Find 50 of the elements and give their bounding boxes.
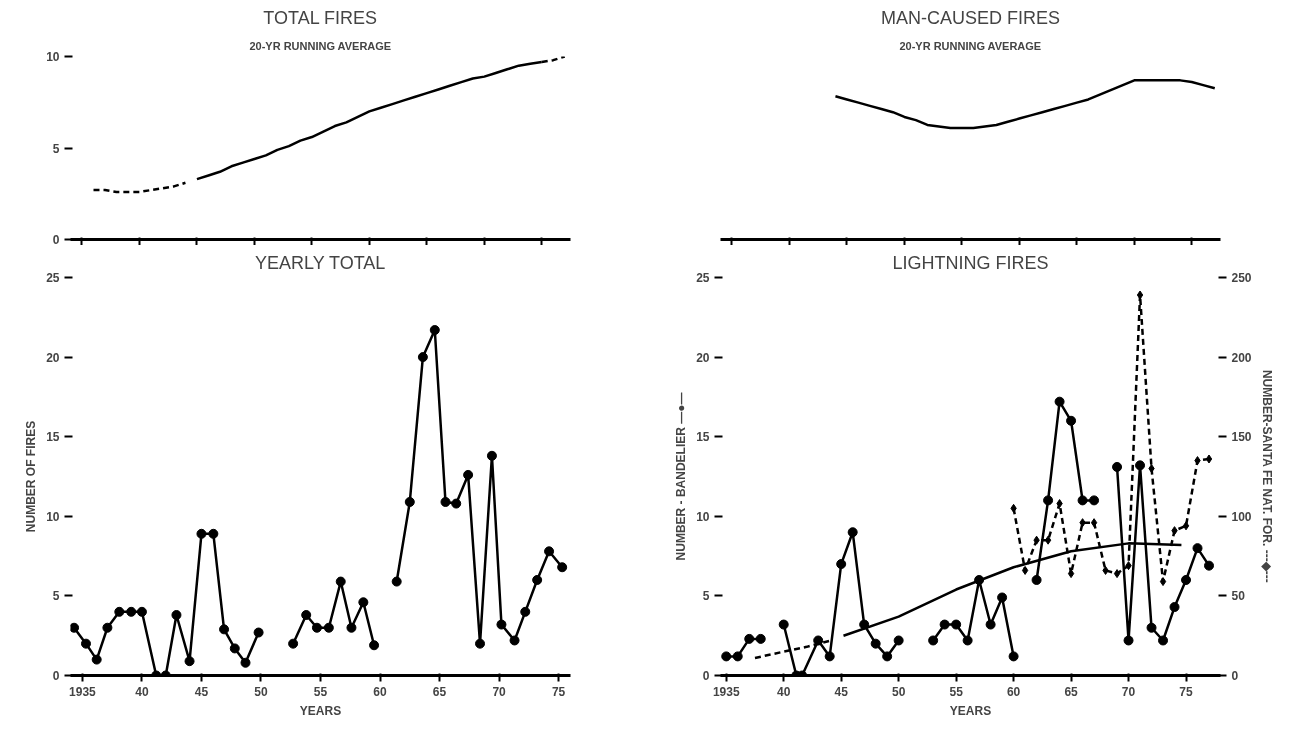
y2-axis-title: NUMBER-SANTA FE NAT. FOR. ---◆---	[1259, 369, 1274, 583]
y2-tick-label: 200	[1231, 350, 1252, 365]
chart-title: YEARLY TOTAL	[254, 252, 386, 273]
x-tick-label: 60	[1006, 684, 1021, 699]
y-tick-label: 10	[46, 509, 60, 524]
chart-title: TOTAL FIRES	[263, 7, 378, 28]
x-axis-title: YEARS	[299, 703, 342, 718]
chart-title: MAN-CAUSED FIRES	[880, 7, 1061, 28]
x-axis-title: YEARS	[949, 703, 992, 718]
y-tick-label: 0	[702, 669, 710, 683]
y-tick-label: 25	[696, 271, 710, 285]
x-tick-label: 45	[834, 684, 849, 699]
y-axis-title: NUMBER - BANDELIER —●—	[674, 392, 689, 561]
y-tick-label: 20	[46, 350, 60, 365]
y-tick-label: 25	[46, 271, 60, 285]
y-tick-label: 15	[696, 430, 710, 445]
y2-tick-label: 250	[1231, 271, 1252, 285]
x-tick-label: 60	[373, 684, 388, 699]
y2-tick-label: 50	[1231, 589, 1246, 604]
y-tick-label: 5	[52, 141, 60, 156]
y2-tick-label: 150	[1231, 430, 1252, 445]
y2-tick-label: 0	[1231, 669, 1239, 683]
y-tick-label: 0	[52, 669, 60, 683]
x-tick-label: 45	[194, 684, 209, 699]
x-tick-label: 55	[313, 684, 328, 699]
x-tick-label: 50	[254, 684, 268, 699]
y-tick-label: 20	[696, 350, 710, 365]
chart-title: LIGHTNING FIRES	[892, 252, 1049, 273]
y-tick-label: 10	[696, 509, 710, 524]
y-tick-label: 15	[46, 430, 60, 445]
y-axis-title: NUMBER OF FIRES	[24, 420, 39, 533]
x-tick-label: 70	[492, 684, 507, 699]
x-tick-label: 1935	[69, 684, 97, 699]
y-tick-label: 10	[46, 50, 60, 64]
x-tick-label: 75	[1179, 684, 1194, 699]
x-tick-label: 40	[777, 684, 791, 699]
y-tick-label: 0	[52, 233, 60, 247]
x-tick-label: 65	[1064, 684, 1079, 699]
x-tick-label: 65	[432, 684, 447, 699]
x-tick-label: 70	[1121, 684, 1136, 699]
y2-tick-label: 100	[1231, 509, 1252, 524]
chart-subtitle: 20-YR RUNNING AVERAGE	[899, 39, 1042, 52]
x-tick-label: 50	[891, 684, 906, 699]
x-tick-label: 1935	[712, 684, 740, 699]
x-tick-label: 75	[551, 684, 566, 699]
x-tick-label: 40	[135, 684, 149, 699]
y-tick-label: 5	[52, 589, 60, 604]
chart-subtitle: 20-YR RUNNING AVERAGE	[249, 39, 392, 52]
x-tick-label: 55	[949, 684, 964, 699]
y-tick-label: 5	[702, 589, 710, 604]
